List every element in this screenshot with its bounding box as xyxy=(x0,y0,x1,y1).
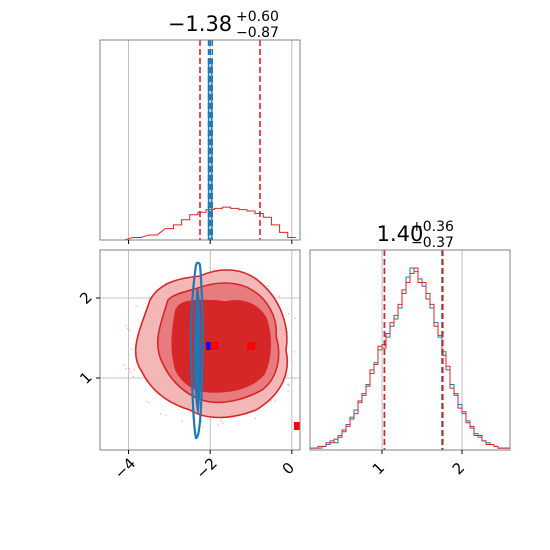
sample-dot xyxy=(287,389,290,392)
truth-marker xyxy=(206,342,215,350)
sample-dot xyxy=(126,327,129,330)
x-tick-label: 1 xyxy=(369,459,388,478)
sample-dot xyxy=(293,350,295,353)
panel-frame xyxy=(99,39,301,241)
y-axis: 12 xyxy=(76,288,100,388)
sample-dot xyxy=(181,420,184,423)
panel-2d-contour: −4 −2 0 12 xyxy=(76,249,301,483)
sample-dot xyxy=(128,329,131,332)
truth-marker xyxy=(210,342,219,350)
param1-lower-err: −0.87 xyxy=(236,25,279,41)
blue-histogram xyxy=(310,267,510,450)
sample-dot xyxy=(293,317,296,320)
truth-marker xyxy=(247,342,256,350)
blue-contour-outer xyxy=(189,261,204,440)
sample-dot xyxy=(130,348,133,350)
truth-markers xyxy=(206,342,300,430)
sample-dot xyxy=(288,384,290,387)
contours-blue xyxy=(189,261,204,440)
param2-lower-err: −0.37 xyxy=(411,235,454,251)
sample-dot xyxy=(165,414,167,416)
x-tick-label: −2 xyxy=(192,454,220,482)
histogram-steps xyxy=(116,59,296,240)
param2-title: 1.40 xyxy=(377,222,424,246)
sample-dot xyxy=(200,420,203,423)
sample-dot xyxy=(133,369,136,371)
sample-dot xyxy=(124,367,127,370)
sample-dot xyxy=(159,412,162,415)
quantile-lines xyxy=(383,250,444,450)
sample-dot xyxy=(128,367,131,370)
sample-dot xyxy=(135,305,138,307)
sample-dot xyxy=(270,399,272,402)
sample-dot xyxy=(221,422,224,425)
title-value: 1.40 xyxy=(377,222,424,246)
truth-marker xyxy=(293,422,300,430)
x-axis: −4 −2 0 xyxy=(111,450,298,483)
sample-dot xyxy=(287,383,290,385)
param1-upper-err: +0.60 xyxy=(236,9,279,25)
sample-dot xyxy=(132,375,135,378)
y-tick-label: 2 xyxy=(76,288,95,307)
param2-upper-err: +0.36 xyxy=(411,219,454,235)
red-histogram xyxy=(310,267,510,450)
sample-dot xyxy=(148,401,150,404)
y-tick-label: 1 xyxy=(76,368,95,387)
sample-dot xyxy=(287,313,290,315)
blue-contour-inner xyxy=(193,289,201,415)
sample-dot xyxy=(129,370,132,373)
x-tick-label: −4 xyxy=(111,454,139,482)
panel-frame xyxy=(309,249,511,451)
sample-dot xyxy=(145,400,148,403)
x-ticks xyxy=(128,240,293,244)
sample-dot xyxy=(254,417,256,420)
x-tick-label: 0 xyxy=(279,459,298,478)
sample-dot xyxy=(278,295,280,298)
sample-dot xyxy=(213,268,216,271)
title-value: −1.38 xyxy=(168,12,232,36)
quantile-lines xyxy=(199,40,261,240)
sample-dot xyxy=(267,285,270,287)
sample-dot xyxy=(123,363,125,366)
sample-dot xyxy=(217,424,220,427)
sample-dot xyxy=(201,426,204,428)
sample-dot xyxy=(286,374,289,377)
contour-inner-fill xyxy=(171,299,272,393)
sample-dot xyxy=(274,400,277,403)
sample-dot xyxy=(124,324,127,327)
param1-title: −1.38 xyxy=(168,12,232,36)
sample-dot xyxy=(219,419,222,422)
histogram-steps xyxy=(310,267,510,450)
panel-frame xyxy=(99,249,301,451)
red-histogram xyxy=(116,206,296,240)
x-tick-label: 2 xyxy=(449,459,468,478)
panel-param1-marginal: −1.38 +0.60 −0.87 xyxy=(99,9,301,244)
